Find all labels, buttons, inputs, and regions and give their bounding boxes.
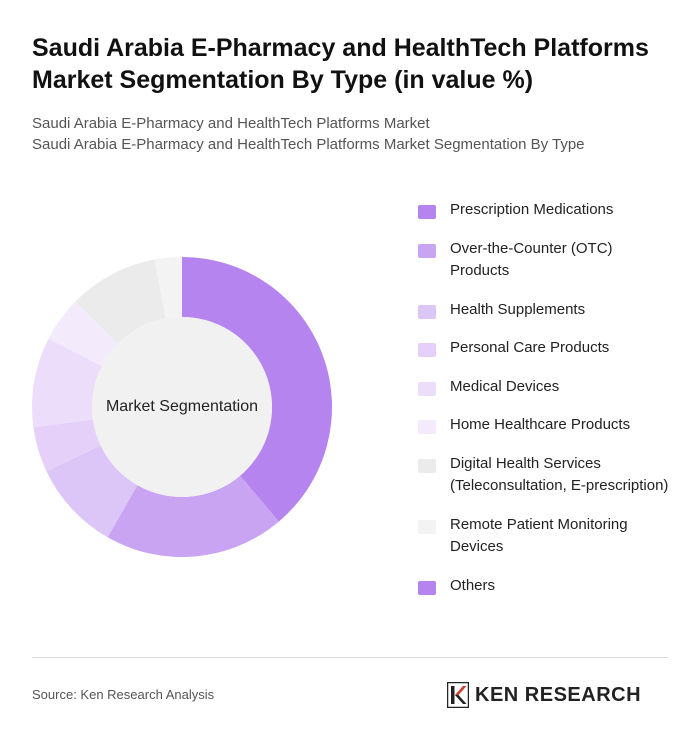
ken-research-mark-icon — [447, 682, 469, 708]
legend-label: Home Healthcare Products — [450, 416, 631, 433]
legend-label: Digital Health Services (Teleconsultatio… — [450, 454, 669, 495]
legend-swatch — [418, 420, 436, 434]
donut-slice-1 — [182, 257, 332, 522]
legend-swatch — [418, 458, 436, 473]
legend-swatch — [418, 519, 436, 534]
legend-swatch — [418, 304, 436, 319]
legend-label: Prescription Medications — [450, 201, 614, 218]
legend-label: Health Supplements — [450, 300, 586, 318]
footer-divider — [32, 657, 668, 658]
legend-swatch — [418, 243, 436, 258]
legend-swatch — [418, 381, 436, 396]
donut-slice-5 — [32, 338, 102, 428]
legend-swatch — [418, 343, 436, 357]
subtitle-line-1: Saudi Arabia E-Pharmacy and HealthTech P… — [32, 115, 430, 132]
chart-subtitle: Saudi Arabia E-Pharmacy and HealthTech P… — [32, 113, 672, 155]
subtitle-line-2: Saudi Arabia E-Pharmacy and HealthTech P… — [32, 136, 585, 153]
legend-label: Remote Patient Monitoring Devices — [450, 515, 628, 556]
donut-slice-2 — [107, 475, 279, 557]
source-note: Source: Ken Research Analysis — [32, 687, 215, 702]
donut-center-label: Market Segmentation — [105, 398, 259, 415]
legend-label: Personal Care Products — [450, 339, 610, 356]
donut-slice-8 — [154, 257, 182, 319]
chart-title: Saudi Arabia E-Pharmacy and HealthTech P… — [32, 34, 649, 94]
donut-slice-6 — [48, 301, 118, 367]
donut-hole — [92, 317, 272, 497]
legend-swatch — [418, 205, 436, 219]
legend-label: Over-the-Counter (OTC) Products — [450, 239, 613, 280]
donut-slice-4 — [33, 419, 101, 472]
legend-label: Others — [450, 576, 496, 594]
legend-label: Medical Devices — [450, 377, 560, 395]
legend-swatch — [418, 580, 436, 595]
brand-name: KEN RESEARCH — [475, 684, 642, 706]
donut-slice-3 — [46, 445, 138, 538]
donut-slice-7 — [75, 259, 166, 344]
